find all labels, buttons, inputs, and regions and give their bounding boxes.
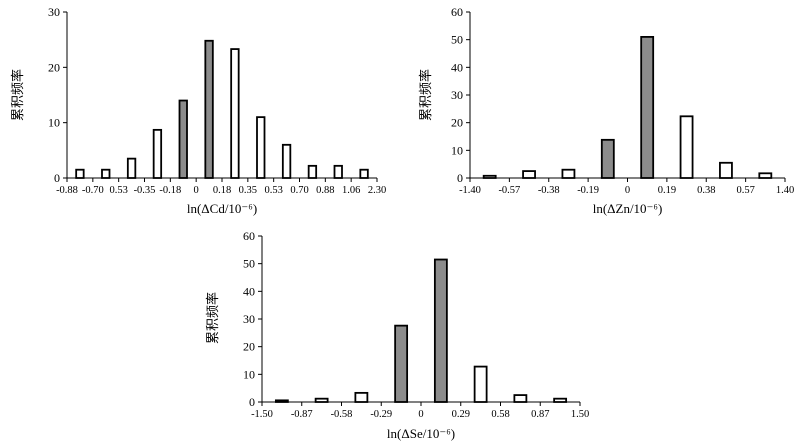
x-axis-title: ln(ΔZn/10⁻⁶) [593, 201, 663, 216]
bar-open [553, 397, 568, 403]
y-tick-label: 10 [48, 116, 60, 130]
bar-open [473, 365, 488, 403]
bar-filled [204, 39, 214, 179]
bar-open [561, 168, 576, 179]
x-tick-label: 0 [194, 185, 199, 196]
x-tick-label: -0.38 [538, 185, 560, 196]
bar-open [281, 143, 292, 179]
bar-open [758, 172, 773, 179]
bar-open [230, 48, 240, 179]
bar-open [719, 161, 733, 179]
x-tick-label: -0.35 [134, 185, 156, 196]
bar-open [256, 116, 266, 179]
bar-open [513, 394, 528, 403]
bar-open [482, 174, 497, 179]
x-tick-label: -0.58 [331, 409, 353, 420]
y-tick-label: 30 [451, 88, 463, 102]
bar-open [75, 168, 85, 179]
x-tick-label: 0.53 [109, 185, 127, 196]
y-tick-label: 20 [451, 116, 463, 130]
x-tick-label: 0.57 [736, 185, 754, 196]
chart-se: 0 10 20 30 40 50 60 -1.50 -0.87 -0.58 -0.29 0 0.29 0.… [205, 229, 589, 441]
x-axis-title: ln(ΔSe/10⁻⁶) [387, 426, 455, 441]
bar-filled [433, 258, 448, 403]
x-tick-label: -0.19 [577, 185, 599, 196]
y-tick-label: 40 [451, 60, 463, 74]
x-tick-label: 1.40 [776, 185, 794, 196]
x-tick-label: 1.06 [342, 185, 360, 196]
x-tick-label: 0.70 [290, 185, 308, 196]
bar-open [314, 397, 329, 403]
y-tick-label: 10 [451, 143, 463, 157]
x-tick-label: 0.29 [452, 409, 470, 420]
x-tick-label: -1.50 [251, 409, 273, 420]
bar-open [679, 115, 694, 179]
bar-open [101, 168, 111, 179]
bar-open [333, 164, 343, 179]
bar-open [126, 157, 137, 179]
x-tick-label: 1.50 [571, 409, 589, 420]
bar-open [152, 128, 163, 179]
x-tick-label: 0.18 [213, 185, 231, 196]
x-tick-label: 0.58 [491, 409, 509, 420]
y-tick-label: 50 [451, 33, 463, 47]
x-tick-label: 0.88 [316, 185, 334, 196]
bar-open [274, 399, 289, 403]
bar-open [522, 170, 536, 179]
x-tick-label: 2.30 [368, 185, 386, 196]
bar-filled [178, 99, 188, 179]
y-tick-label: 50 [243, 257, 255, 271]
y-tick-label: 30 [243, 312, 255, 326]
x-tick-label: 0 [625, 185, 630, 196]
x-tick-label: -0.18 [159, 185, 181, 196]
y-tick-label: 40 [243, 284, 255, 298]
bar-filled [394, 324, 409, 403]
bar-filled [600, 138, 615, 179]
y-tick-label: 0 [457, 171, 463, 185]
y-tick-label: 0 [54, 171, 60, 185]
x-tick-label: -0.87 [291, 409, 313, 420]
chart-zn: 0 10 20 30 40 50 60 -1.40 -0.57 -0.38 -0.19 0 0.19 0.… [418, 5, 794, 216]
x-axis-title: ln(ΔCd/10⁻⁶) [187, 201, 257, 216]
bar-open [359, 168, 369, 179]
x-tick-label: 0.35 [239, 185, 257, 196]
bar-filled [640, 36, 655, 179]
x-tick-label: 0.53 [264, 185, 282, 196]
x-tick-label: -1.40 [459, 185, 481, 196]
x-tick-label: -0.57 [498, 185, 520, 196]
x-tick-label: 0.38 [697, 185, 715, 196]
y-axis-title: 累积频率 [10, 69, 26, 121]
x-tick-label: -0.29 [370, 409, 392, 420]
y-axis-title: 累积频率 [418, 69, 434, 121]
y-tick-label: 20 [48, 60, 60, 74]
x-tick-label: -0.70 [82, 185, 104, 196]
y-tick-label: 60 [451, 5, 463, 19]
y-tick-label: 0 [249, 395, 255, 409]
x-tick-label: -0.88 [56, 185, 78, 196]
bar-open [354, 391, 369, 403]
x-tick-label: 0 [418, 409, 423, 420]
y-tick-label: 30 [48, 5, 60, 19]
y-tick-label: 20 [243, 340, 255, 354]
y-tick-label: 60 [243, 229, 255, 243]
x-tick-label: 0.87 [531, 409, 549, 420]
y-axis-title: 累积频率 [205, 292, 221, 344]
x-tick-label: 0.19 [658, 185, 676, 196]
chart-cd: 0 10 20 30 -0.88 -0.70 0.53 -0.35 -0.18 0 0.18 0.35… [10, 5, 386, 216]
y-tick-label: 10 [243, 367, 255, 381]
bar-open [307, 164, 318, 179]
